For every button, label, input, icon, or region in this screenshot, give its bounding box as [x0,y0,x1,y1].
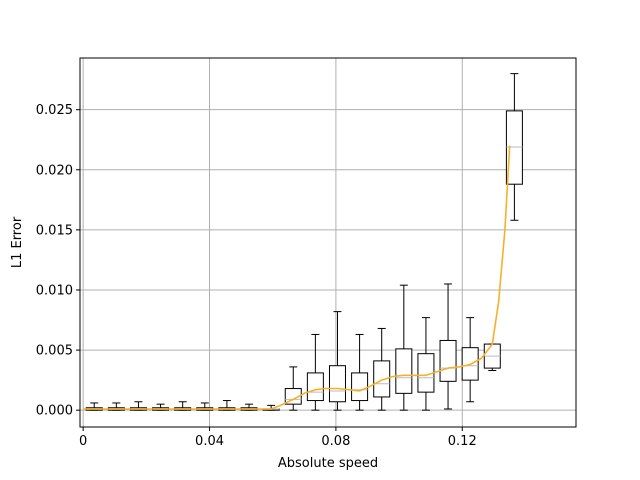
x-tick-label: 0 [79,434,87,449]
box-body [284,388,302,405]
box-body [306,372,324,402]
box-item [505,73,523,221]
y-tick-label: 0.025 [36,103,73,118]
plot-frame [79,57,577,428]
box-item [439,283,457,410]
y-tick-label: 0.010 [36,283,73,298]
y-axis-label: L1 Error [10,216,25,268]
x-tick-label: 0.12 [448,434,477,449]
box-body [395,348,413,394]
box-item [351,333,369,411]
y-tick-label: 0.005 [36,344,73,359]
x-axis-label: Absolute speed [278,456,378,471]
box-item [483,343,501,372]
y-tick-label: 0.020 [36,163,73,178]
x-tick-label: 0.08 [321,434,350,449]
box-body [373,360,391,398]
box-item [328,311,346,411]
x-axis-ticks: 0 0.04 0.08 0.12 [79,427,477,449]
y-axis-ticks: 0.000 0.005 0.010 0.015 0.020 0.025 [36,103,80,419]
box-item [395,284,413,411]
y-tick-label: 0.000 [36,404,73,419]
x-tick-label: 0.04 [195,434,224,449]
trend-series [83,145,511,410]
y-tick-label: 0.015 [36,223,73,238]
box-body [505,110,523,185]
box-item [417,317,435,411]
trend-line [83,145,511,410]
box-item [306,333,324,411]
box-body [351,372,369,402]
box-body [328,365,346,403]
grid [80,58,576,427]
box-body [439,339,457,382]
box-item [284,366,302,411]
